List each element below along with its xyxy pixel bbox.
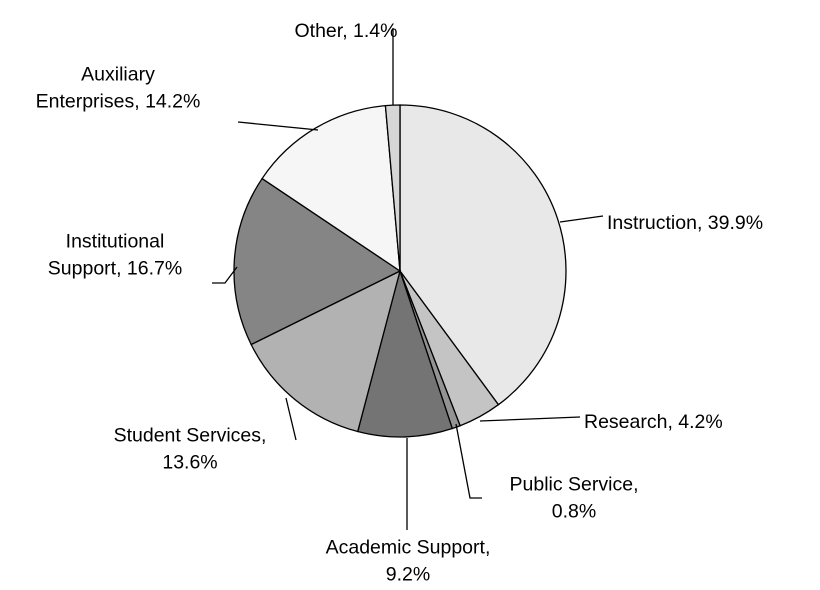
slice-label-line: Support, 16.7% bbox=[48, 258, 182, 280]
leader-line bbox=[285, 397, 297, 441]
slice-label: Student Services, 13.6% bbox=[114, 425, 267, 474]
slice-label: Auxiliary Enterprises, 14.2% bbox=[36, 64, 201, 113]
slice-label: Public Service, 0.8% bbox=[510, 474, 639, 523]
slice-label-line: Enterprises, 14.2% bbox=[36, 91, 201, 113]
slice-label-line: Research, 4.2% bbox=[584, 411, 723, 433]
slice-label-line: Public Service, bbox=[510, 474, 639, 496]
leader-lines-layer bbox=[212, 28, 604, 530]
leader-line bbox=[237, 121, 319, 131]
slice-label-line: Academic Support, bbox=[326, 537, 491, 559]
leader-line bbox=[455, 423, 482, 499]
slices-layer bbox=[233, 104, 567, 438]
leader-line bbox=[559, 215, 604, 223]
leader-line bbox=[212, 266, 238, 284]
slice-label-line: Institutional bbox=[66, 231, 165, 253]
slice-label: Other, 1.4% bbox=[295, 20, 398, 42]
pie-slice bbox=[261, 104, 401, 273]
slice-label: Instruction, 39.9% bbox=[607, 212, 763, 234]
labels-layer: Instruction, 39.9% Research, 4.2% Public S… bbox=[36, 20, 763, 586]
slice-label: Academic Support, 9.2% bbox=[326, 537, 491, 586]
leader-line bbox=[479, 416, 581, 422]
slice-label-line: 0.8% bbox=[552, 501, 596, 523]
slice-label-line: Instruction, 39.9% bbox=[607, 212, 763, 234]
pie-slice bbox=[233, 177, 402, 346]
slice-label-line: Student Services, bbox=[114, 425, 267, 447]
pie-slice bbox=[384, 104, 401, 272]
pie-slice bbox=[250, 269, 401, 433]
slice-label-line: Auxiliary bbox=[81, 64, 155, 86]
slice-label: Institutional Support, 16.7% bbox=[48, 231, 182, 280]
slice-label-line: 13.6% bbox=[162, 452, 217, 474]
slice-label: Research, 4.2% bbox=[584, 411, 723, 433]
slice-label-line: 9.2% bbox=[386, 564, 430, 586]
slice-label-line: Other, 1.4% bbox=[295, 20, 398, 42]
pie-slice bbox=[356, 268, 454, 438]
pie-slice bbox=[399, 104, 567, 406]
